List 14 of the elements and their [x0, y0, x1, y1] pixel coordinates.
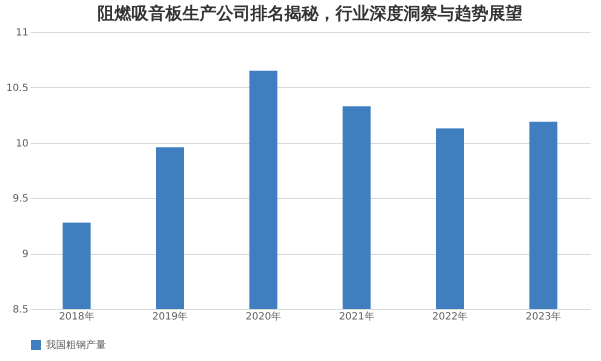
y-tick-label: 8.5: [12, 304, 28, 316]
y-tick-label: 10: [16, 138, 28, 150]
chart-title: 阻燃吸音板生产公司排名揭秘，行业深度洞察与趋势展望: [98, 4, 522, 24]
x-tick-label: 2019年: [152, 310, 188, 322]
y-tick-label: 9.5: [12, 194, 28, 205]
x-tick-label: 2021年: [338, 310, 374, 322]
y-tick-label: 9: [22, 249, 28, 260]
x-tick-label: 2020年: [246, 310, 282, 322]
x-tick-label: 2022年: [432, 310, 468, 322]
y-tick-label: 11: [16, 28, 28, 38]
y-tick-label: 10.5: [6, 82, 28, 94]
x-tick-label: 2018年: [58, 310, 94, 322]
legend-label: 我国粗钢产量: [46, 339, 106, 351]
x-tick-label: 2023年: [526, 310, 562, 322]
